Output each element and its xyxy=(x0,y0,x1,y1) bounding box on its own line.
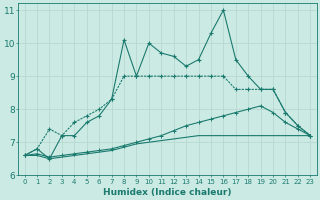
X-axis label: Humidex (Indice chaleur): Humidex (Indice chaleur) xyxy=(103,188,232,197)
